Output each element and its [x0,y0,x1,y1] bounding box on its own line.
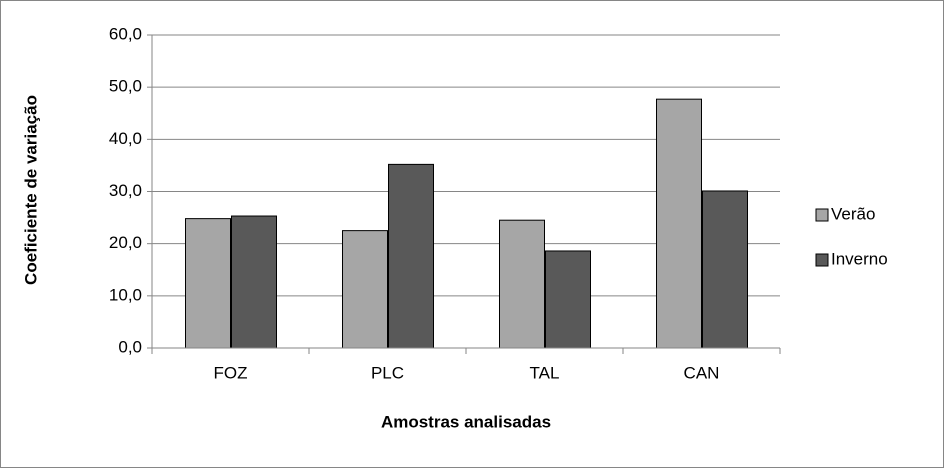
y-tick-label: 10,0 [109,285,142,304]
y-tick-label: 30,0 [109,181,142,200]
bar [499,219,545,349]
bar [342,230,388,349]
legend-swatch [815,253,829,267]
x-tick-label: FOZ [214,363,248,382]
y-tick-label: 40,0 [109,129,142,148]
legend-label: Verão [831,204,875,223]
x-tick-label: TAL [530,363,560,382]
legend-label: Inverno [831,249,888,268]
x-tick-label: CAN [684,363,720,382]
bar [231,215,277,349]
bar [185,218,231,349]
y-axis-title: Coeficiente de variação [21,95,40,285]
x-tick-label: PLC [371,363,404,382]
x-axis-title: Amostras analisadas [381,412,551,431]
y-tick-label: 50,0 [109,77,142,96]
y-tick-label: 0,0 [118,337,142,356]
legend-swatch [815,208,829,222]
y-tick-label: 60,0 [109,24,142,43]
bar [388,163,434,349]
y-tick-label: 20,0 [109,233,142,252]
bar [656,98,702,349]
bar [702,190,748,349]
bar [545,250,591,349]
